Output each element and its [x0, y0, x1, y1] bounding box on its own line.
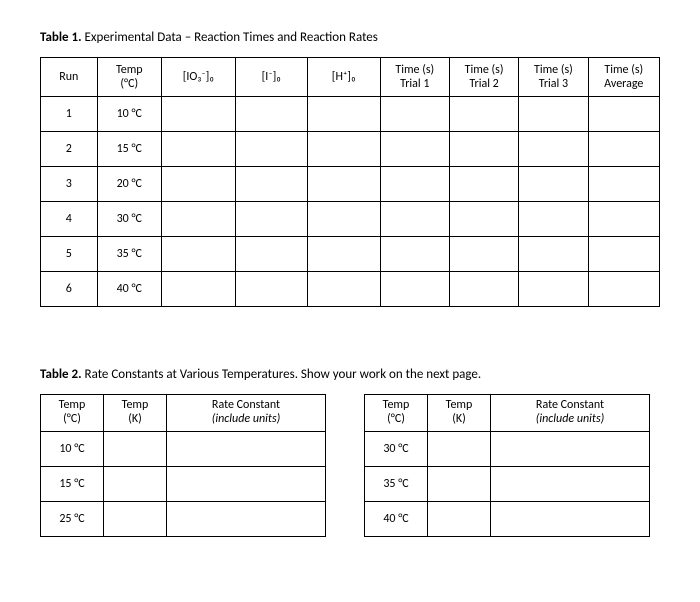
table2-wrap: Temp (°C) Temp (K) Rate Constant (includ… — [40, 394, 660, 537]
cell-i — [235, 97, 307, 132]
table-row: 5 35 °C — [41, 237, 660, 272]
cell-run: 2 — [41, 132, 98, 167]
table1-title: Table 1. Experimental Data – Reaction Ti… — [40, 30, 660, 45]
cell-run: 5 — [41, 237, 98, 272]
cell-rate-constant — [167, 432, 326, 467]
cell-trial2 — [449, 97, 518, 132]
table-row: 2 15 °C — [41, 132, 660, 167]
table2-title-rest: Rate Constants at Various Temperatures. … — [82, 367, 482, 382]
cell-temp-c: 25 °C — [41, 502, 104, 537]
table-row: 35 °C — [365, 467, 650, 502]
th-io3: [IO₃⁻]₀ — [162, 58, 236, 97]
cell-run: 6 — [41, 272, 98, 307]
cell-temp-c: 10 °C — [41, 432, 104, 467]
cell-trial1 — [380, 97, 449, 132]
cell-rate-constant — [491, 432, 650, 467]
table-row: 1 10 °C — [41, 97, 660, 132]
table1: Run Temp (°C) [IO₃⁻]₀ [I⁻]₀ [H⁺]₀ Time (… — [40, 57, 660, 307]
cell-temp: 35 °C — [97, 237, 161, 272]
cell-trial3 — [519, 97, 588, 132]
table-row: 15 °C — [41, 467, 326, 502]
th-rate-constant: Rate Constant (include units) — [167, 395, 326, 432]
th-temp: Temp (°C) — [97, 58, 161, 97]
cell-temp-k — [104, 432, 167, 467]
cell-temp: 40 °C — [97, 272, 161, 307]
cell-temp-c: 30 °C — [365, 432, 428, 467]
cell-temp: 15 °C — [97, 132, 161, 167]
table2-right: Temp (°C) Temp (K) Rate Constant (includ… — [364, 394, 650, 537]
table-row: 3 20 °C — [41, 167, 660, 202]
cell-average — [588, 97, 659, 132]
table1-header-row: Run Temp (°C) [IO₃⁻]₀ [I⁻]₀ [H⁺]₀ Time (… — [41, 58, 660, 97]
table-row: 4 30 °C — [41, 202, 660, 237]
table2-title: Table 2. Rate Constants at Various Tempe… — [40, 367, 660, 382]
table2-title-bold: Table 2. — [40, 367, 82, 382]
table2-header-row: Temp (°C) Temp (K) Rate Constant (includ… — [41, 395, 326, 432]
th-h: [H⁺]₀ — [307, 58, 380, 97]
table-row: 30 °C — [365, 432, 650, 467]
table-row: 6 40 °C — [41, 272, 660, 307]
th-run: Run — [41, 58, 98, 97]
cell-run: 4 — [41, 202, 98, 237]
table2-left: Temp (°C) Temp (K) Rate Constant (includ… — [40, 394, 326, 537]
cell-temp-c: 40 °C — [365, 502, 428, 537]
th-rate-constant: Rate Constant (include units) — [491, 395, 650, 432]
th-i: [I⁻]₀ — [235, 58, 307, 97]
cell-h — [307, 97, 380, 132]
th-trial1: Time (s) Trial 1 — [380, 58, 449, 97]
cell-run: 3 — [41, 167, 98, 202]
th-temp-c: Temp (°C) — [365, 395, 428, 432]
table-row: 25 °C — [41, 502, 326, 537]
th-average: Time (s) Average — [588, 58, 659, 97]
cell-io3 — [162, 97, 236, 132]
table-row: 40 °C — [365, 502, 650, 537]
th-temp-k: Temp (K) — [104, 395, 167, 432]
table2-header-row: Temp (°C) Temp (K) Rate Constant (includ… — [365, 395, 650, 432]
cell-temp-c: 15 °C — [41, 467, 104, 502]
cell-run: 1 — [41, 97, 98, 132]
cell-temp: 10 °C — [97, 97, 161, 132]
table1-title-rest: Experimental Data – Reaction Times and R… — [82, 30, 378, 45]
table1-title-bold: Table 1. — [40, 30, 82, 45]
th-trial3: Time (s) Trial 3 — [519, 58, 588, 97]
th-temp-c: Temp (°C) — [41, 395, 104, 432]
th-temp-k: Temp (K) — [428, 395, 491, 432]
cell-temp-k — [428, 432, 491, 467]
cell-temp: 20 °C — [97, 167, 161, 202]
table-row: 10 °C — [41, 432, 326, 467]
cell-temp: 30 °C — [97, 202, 161, 237]
th-trial2: Time (s) Trial 2 — [449, 58, 518, 97]
cell-temp-c: 35 °C — [365, 467, 428, 502]
